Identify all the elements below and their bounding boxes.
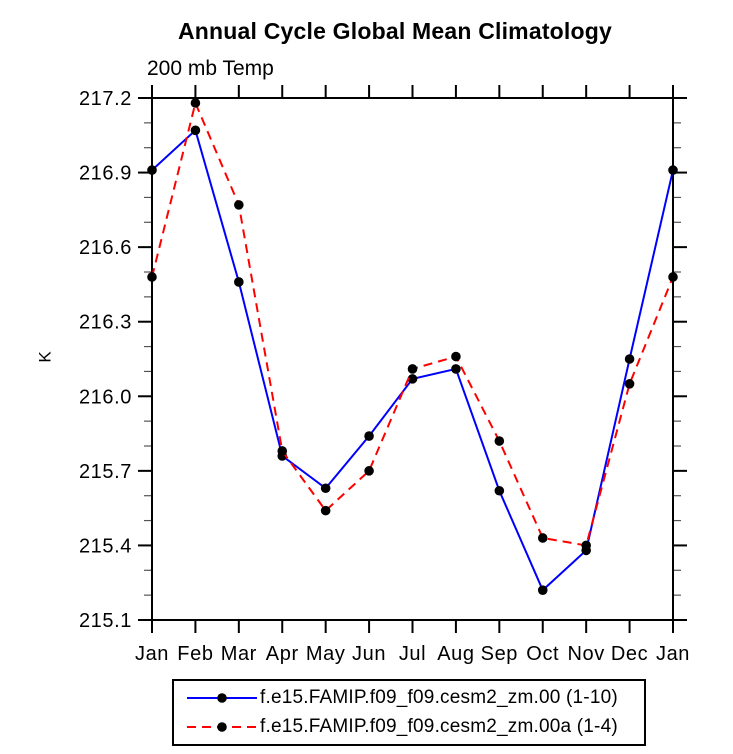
data-point-marker xyxy=(320,483,331,494)
legend-item-series-2: f.e15.FAMIP.f09_f09.cesm2_zm.00a (1-4) xyxy=(186,714,644,740)
chart-subtitle: 200 mb Temp xyxy=(147,57,274,80)
legend-marker xyxy=(217,693,227,703)
data-point-marker xyxy=(234,200,244,210)
y-tick-label: 216.0 xyxy=(79,386,132,408)
data-point-marker xyxy=(407,374,418,384)
red-dashed-line-sample xyxy=(187,722,257,732)
data-point-marker xyxy=(451,364,461,374)
data-point-marker xyxy=(277,446,288,456)
y-tick-label: 215.7 xyxy=(79,461,132,483)
data-point-marker xyxy=(537,585,548,595)
data-point-marker xyxy=(320,505,331,516)
data-point-marker xyxy=(581,540,591,551)
plot-frame-rect xyxy=(151,97,674,621)
x-tick-label: Aug xyxy=(437,643,474,665)
x-tick-label: Nov xyxy=(567,643,604,665)
data-series xyxy=(147,98,678,595)
x-tick-label: Jun xyxy=(352,643,386,665)
data-point-marker xyxy=(364,431,374,441)
x-tick-label: May xyxy=(306,643,346,665)
data-point-marker xyxy=(668,272,678,282)
data-point-marker xyxy=(190,98,201,108)
data-point-marker xyxy=(234,277,244,287)
data-point-marker xyxy=(537,533,548,543)
series-line-solid-blue xyxy=(151,128,674,592)
y-tick-label: 216.6 xyxy=(79,237,132,259)
legend-item-series-1: f.e15.FAMIP.f09_f09.cesm2_zm.00 (1-10) xyxy=(186,685,644,711)
data-point-marker xyxy=(494,485,505,496)
data-point-marker xyxy=(624,354,635,364)
x-tick-label: Mar xyxy=(221,643,257,665)
plot-frame xyxy=(151,97,674,621)
series-line-dashed-red xyxy=(151,99,674,547)
y-tick-label: 215.4 xyxy=(79,535,132,557)
legend-label-series-1: f.e15.FAMIP.f09_f09.cesm2_zm.00 (1-10) xyxy=(260,687,618,708)
legend-label-series-2: f.e15.FAMIP.f09_f09.cesm2_zm.00a (1-4) xyxy=(260,716,618,737)
axis-ticks xyxy=(138,85,687,633)
data-point-marker xyxy=(451,351,461,362)
y-tick-label: 216.3 xyxy=(79,312,132,334)
y-tick-label: 215.1 xyxy=(79,610,132,632)
blue-solid-line-sample xyxy=(187,693,257,703)
x-tick-label: Oct xyxy=(526,643,559,665)
x-tick-label: Feb xyxy=(177,643,213,665)
legend: f.e15.FAMIP.f09_f09.cesm2_zm.00 (1-10) f… xyxy=(172,679,646,746)
data-point-marker xyxy=(407,364,418,374)
x-tick-label: Sep xyxy=(481,643,518,665)
tick-labels: Jan Feb Mar Apr May Jun Jul Aug Sep Oct Nov Dec Jan2… xyxy=(79,88,690,665)
data-point-marker xyxy=(190,125,201,136)
data-point-marker xyxy=(147,272,157,282)
y-tick-label: 216.9 xyxy=(79,163,132,185)
data-point-marker xyxy=(668,165,678,175)
chart-title: Annual Cycle Global Mean Climatology xyxy=(177,18,613,44)
y-tick-label: 217.2 xyxy=(79,88,132,110)
legend-marker xyxy=(217,722,227,732)
data-point-marker xyxy=(364,466,374,476)
data-point-marker xyxy=(494,436,505,446)
x-tick-label: Jul xyxy=(399,643,426,665)
x-tick-label: Apr xyxy=(266,643,299,665)
x-tick-label: Jan xyxy=(656,643,690,665)
data-point-marker xyxy=(147,165,157,175)
x-tick-label: Dec xyxy=(611,643,648,665)
data-point-marker xyxy=(624,379,635,389)
x-tick-label: Jan xyxy=(135,643,169,665)
